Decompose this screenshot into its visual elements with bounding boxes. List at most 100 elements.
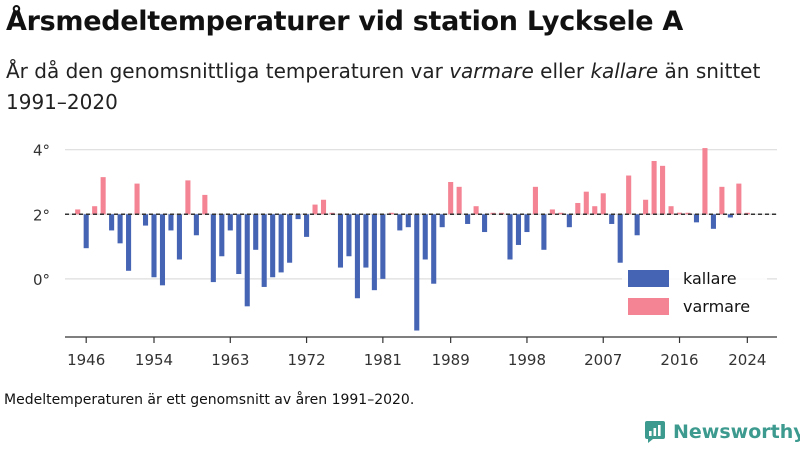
bar-1992	[473, 206, 479, 215]
bar-1949	[109, 214, 115, 231]
bar-1996	[507, 214, 513, 260]
x-tick-label: 1946	[67, 351, 105, 369]
bar-1999	[532, 186, 538, 215]
bar-1959	[193, 214, 199, 236]
bar-2011	[634, 214, 640, 236]
x-tick-label: 1972	[287, 351, 325, 369]
subtitle-cold-word: kallare	[590, 59, 659, 83]
bar-2005	[583, 191, 589, 215]
bar-1977	[346, 214, 352, 257]
bar-1965	[244, 214, 250, 307]
bar-1962	[219, 214, 225, 257]
bar-1969	[278, 214, 284, 273]
bar-1964	[236, 214, 242, 275]
x-tick-label: 1954	[135, 351, 173, 369]
bar-1979	[363, 214, 369, 268]
bar-1955	[159, 214, 166, 286]
legend-label-colder: kallare	[683, 269, 737, 288]
brand-name: Newsworthy	[673, 421, 800, 443]
footnote: Medeltemperaturen är ett genomsnitt av å…	[4, 392, 415, 408]
bar-1993	[482, 214, 488, 233]
x-tick-label: 1981	[364, 351, 402, 369]
bar-1988	[439, 214, 445, 228]
brand[interactable]: Newsworthy	[644, 420, 800, 444]
bar-1953	[142, 214, 149, 226]
bar-2010	[626, 175, 632, 215]
bar-2013	[651, 160, 657, 215]
bar-1956	[168, 214, 174, 231]
bar-1986	[422, 214, 428, 260]
bar-1954	[151, 214, 157, 278]
bar-2004	[575, 202, 581, 215]
bar-1984	[405, 214, 411, 228]
bar-2019	[702, 148, 708, 215]
bar-1974	[320, 199, 327, 215]
bar-1990	[456, 186, 462, 215]
x-tick-label: 1989	[432, 351, 470, 369]
bar-1967	[261, 214, 267, 287]
bar-1966	[253, 214, 259, 250]
x-tick-label: 1998	[508, 351, 546, 369]
bar-1971	[295, 214, 301, 220]
bar-2002	[558, 212, 564, 215]
bar-2016	[676, 212, 683, 215]
chart-subtitle: År då den genomsnittliga temperaturen va…	[6, 56, 786, 118]
bar-1952	[134, 183, 140, 215]
bar-1983	[397, 214, 403, 231]
bar-1968	[270, 214, 276, 278]
legend-label-warmer: varmare	[683, 297, 750, 316]
bar-1985	[414, 214, 420, 331]
y-tick-label: 4°	[33, 142, 50, 160]
subtitle-text-1: År då den genomsnittliga temperaturen va…	[6, 59, 450, 83]
bar-1982	[388, 212, 394, 215]
bar-1960	[202, 194, 208, 215]
bar-1989	[448, 181, 454, 215]
subtitle-text-2: eller	[533, 59, 591, 83]
x-tick-label: 2024	[728, 351, 766, 369]
bar-2020	[710, 214, 716, 229]
bar-1976	[337, 214, 344, 268]
bar-1961	[210, 214, 216, 283]
bar-1987	[431, 214, 437, 284]
bar-1946	[83, 214, 89, 249]
bar-2008	[609, 214, 615, 224]
bar-2023	[736, 183, 742, 215]
y-tick-label: 2°	[33, 206, 50, 224]
bar-1973	[312, 204, 318, 215]
bar-2018	[693, 214, 700, 223]
subtitle-text-3: än snittet 1991–2020	[6, 59, 761, 114]
bar-1950	[117, 214, 123, 244]
bar-1997	[515, 214, 522, 245]
bar-2015	[668, 206, 674, 215]
bar-1978	[354, 214, 360, 299]
bar-1972	[304, 214, 310, 237]
bar-1945	[75, 209, 81, 215]
bar-2001	[549, 209, 555, 215]
bar-1991	[465, 214, 471, 224]
x-tick-label: 1963	[211, 351, 249, 369]
bar-1980	[371, 214, 377, 291]
bar-1948	[100, 177, 106, 215]
newsworthy-logo-icon	[645, 421, 665, 443]
chart-title: Årsmedeltemperaturer vid station Lycksel…	[6, 6, 684, 37]
bar-2000	[541, 214, 547, 250]
legend-swatch-colder	[628, 270, 669, 287]
bar-2006	[592, 206, 598, 215]
subtitle-warm-word: varmare	[449, 59, 534, 83]
bar-2012	[643, 199, 649, 215]
bar-1970	[287, 214, 293, 263]
bar-2014	[660, 165, 666, 215]
x-tick-label: 2007	[584, 351, 622, 369]
bar-1951	[126, 214, 132, 271]
bar-1963	[227, 214, 233, 231]
bar-2021	[719, 186, 725, 215]
x-tick-label: 2016	[660, 351, 698, 369]
bar-2003	[566, 214, 572, 228]
y-tick-label: 0°	[33, 271, 50, 289]
legend-swatch-warmer	[628, 298, 669, 315]
bar-chart: 4° 2° 0° 1946 1954 1963 1972 1981 1989 1998 2007 20…	[33, 142, 777, 369]
bar-2022	[727, 214, 733, 218]
bar-1998	[524, 214, 530, 233]
bar-1981	[380, 214, 386, 279]
bar-2007	[600, 193, 606, 215]
